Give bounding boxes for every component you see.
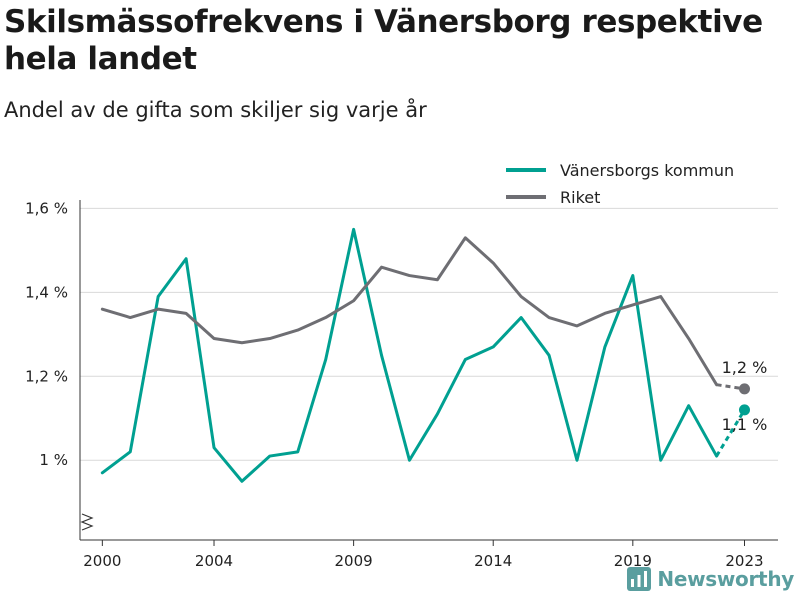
y-tick-label: 1,4 % xyxy=(25,283,68,301)
x-tick-label: 2014 xyxy=(474,552,512,570)
y-tick-label: 1 % xyxy=(39,451,68,469)
axis-break-icon xyxy=(80,513,94,531)
bar-chart-logo-icon xyxy=(627,567,652,591)
chart-title: Skilsmässofrekvens i Vänersborg respekti… xyxy=(4,4,763,77)
series-last-segment-1 xyxy=(716,383,745,391)
series-end-label-0: 1,1 % xyxy=(722,415,768,434)
x-tick-label: 2000 xyxy=(83,552,121,570)
y-tick-label: 1,6 % xyxy=(25,199,68,217)
x-tick-label: 2009 xyxy=(335,552,373,570)
legend-label-0: Vänersborgs kommun xyxy=(560,161,734,180)
chart-subtitle: Andel av de gifta som skiljer sig varje … xyxy=(4,98,427,122)
series-line-0 xyxy=(100,227,719,483)
x-tick-label: 2023 xyxy=(725,552,763,570)
x-tick-label: 2004 xyxy=(195,552,233,570)
brand-logo-text: Newsworthy xyxy=(657,567,794,591)
y-tick-label: 1,2 % xyxy=(25,367,68,385)
x-tick-label: 2019 xyxy=(614,552,652,570)
legend-label-1: Riket xyxy=(560,188,600,207)
series-line-1 xyxy=(100,236,719,387)
brand-logo: Newsworthy xyxy=(627,564,794,594)
series-end-point-1 xyxy=(738,383,750,395)
series-end-label-1: 1,2 % xyxy=(722,358,768,377)
series-end-point-0 xyxy=(738,404,750,416)
